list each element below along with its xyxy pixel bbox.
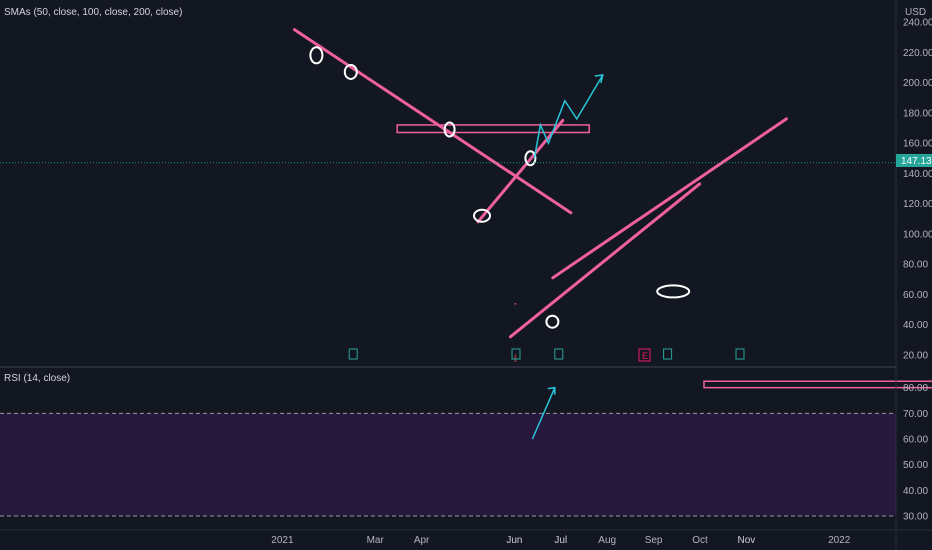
projected-arrowhead <box>594 74 604 84</box>
rsi-overbought-oversold-band <box>0 412 896 517</box>
resistance-zone <box>396 124 590 134</box>
time-tick-label: Nov <box>738 535 756 546</box>
time-tick-label: Jul <box>554 535 567 546</box>
time-tick-label: Mar <box>367 535 385 546</box>
earnings-badge[interactable] <box>638 348 651 362</box>
rsi-indicator-label[interactable]: RSI (14, close) <box>4 373 70 384</box>
time-tick-label: Aug <box>598 535 616 546</box>
dividend-icon <box>735 348 745 360</box>
time-tick-label: Sep <box>645 535 663 546</box>
highlight-ellipse <box>545 314 560 329</box>
time-tick-label: Jul <box>554 535 567 546</box>
rsi-pane <box>531 380 932 440</box>
volume-bar <box>514 354 517 362</box>
dividend-icon <box>554 348 564 360</box>
time-tick-label: Jun <box>506 535 522 546</box>
time-tick-label: 2021 <box>271 535 294 546</box>
currency-label[interactable]: USD <box>905 7 926 18</box>
dividend-icon <box>663 348 673 360</box>
price-tick-label: 60.00 <box>903 290 928 301</box>
highlight-ellipse <box>656 284 691 299</box>
price-tick-label: 180.00 <box>903 108 932 119</box>
price-tick-label: 120.00 <box>903 199 932 210</box>
rsi-tick-label: 80.00 <box>903 383 928 394</box>
rsi-arrowhead <box>547 386 556 395</box>
price-tick-label: 240.00 <box>903 18 932 29</box>
time-tick-label: Apr <box>414 535 430 546</box>
channel-lower-line <box>551 117 788 280</box>
rsi-tick-label: 70.00 <box>903 409 928 420</box>
rsi-tick-label: 30.00 <box>903 512 928 523</box>
highlight-ellipse <box>343 63 358 80</box>
highlight-ellipse <box>309 46 324 65</box>
price-tick-label: 40.00 <box>903 320 928 331</box>
projected-path <box>533 74 604 159</box>
price-tick-label: 100.00 <box>903 229 932 240</box>
rsi-projection-arrow <box>531 387 556 440</box>
time-tick-label: Nov <box>738 535 756 546</box>
price-tick-label: 220.00 <box>903 48 932 59</box>
highlight-ellipse <box>473 208 491 223</box>
rising-support-line <box>476 118 565 224</box>
rsi-tick-label: 50.00 <box>903 460 928 471</box>
price-tick-label: 140.00 <box>903 169 932 180</box>
time-tick-label: 2022 <box>828 535 851 546</box>
channel-upper-line <box>292 28 573 215</box>
last-price-label: 147.13 <box>901 156 932 167</box>
highlight-ellipse <box>443 121 456 138</box>
price-tick-label: 160.00 <box>903 139 932 150</box>
trend-drawings <box>292 28 788 339</box>
long-support-trendline <box>508 182 702 339</box>
sma-indicator-label[interactable]: SMAs (50, close, 100, close, 200, close) <box>4 7 182 18</box>
price-tick-label: 20.00 <box>903 351 928 362</box>
earnings-label[interactable]: E <box>642 351 648 361</box>
dividend-icon <box>511 348 521 360</box>
dividend-icon <box>348 348 358 360</box>
rsi-tick-label: 40.00 <box>903 486 928 497</box>
candles <box>514 303 517 305</box>
price-tick-label: 200.00 <box>903 78 932 89</box>
last-price-badge <box>896 154 932 167</box>
rsi-tick-label: 60.00 <box>903 434 928 445</box>
volume-bars <box>348 348 745 362</box>
candle-body <box>514 303 517 305</box>
time-tick-label: Jun <box>506 535 522 546</box>
rsi-resistance-zone <box>703 380 932 389</box>
price-tick-label: 80.00 <box>903 260 928 271</box>
time-tick-label: Oct <box>692 535 708 546</box>
rsi-band-fill <box>0 413 896 516</box>
highlight-ellipse <box>524 150 537 167</box>
